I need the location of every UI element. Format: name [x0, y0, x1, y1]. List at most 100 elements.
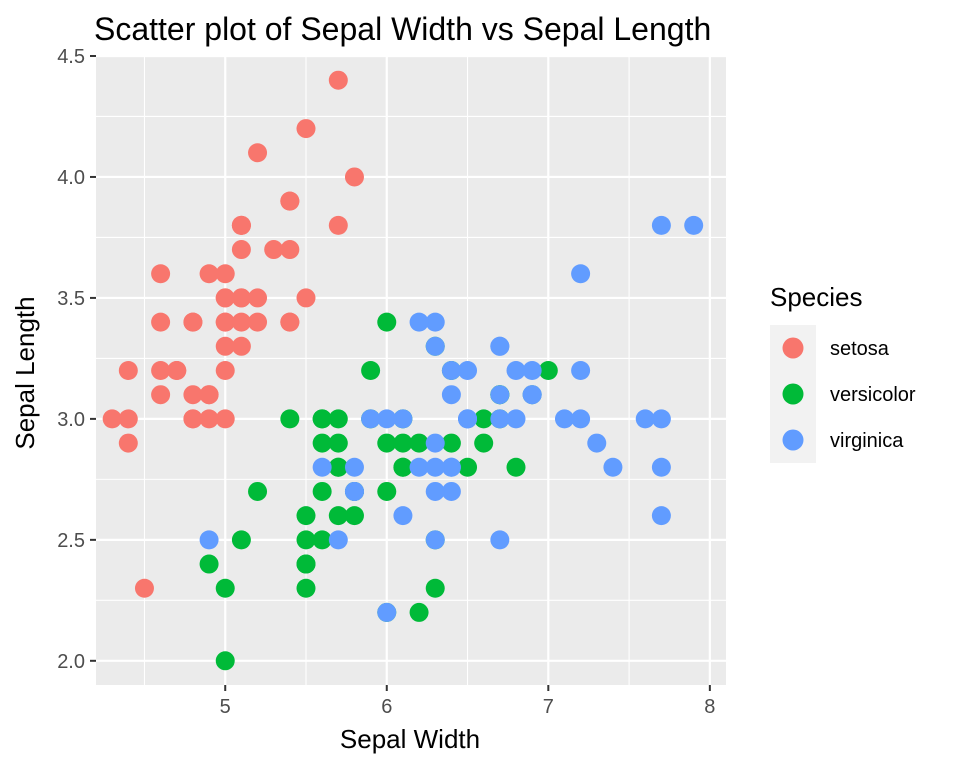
- data-point-versicolor: [538, 361, 558, 380]
- data-point-setosa: [151, 312, 171, 332]
- data-point-virginica: [425, 433, 445, 453]
- data-point-setosa: [215, 312, 235, 332]
- data-point-setosa: [248, 312, 268, 332]
- data-point-setosa: [296, 288, 316, 308]
- data-point-setosa: [296, 119, 316, 139]
- data-point-versicolor: [377, 433, 397, 453]
- data-point-virginica: [344, 481, 364, 501]
- data-point-versicolor: [231, 530, 251, 550]
- data-point-virginica: [441, 457, 461, 477]
- data-point-versicolor: [377, 312, 397, 332]
- data-point-virginica: [651, 215, 671, 235]
- data-point-virginica: [425, 312, 445, 332]
- data-point-setosa: [248, 288, 268, 308]
- data-point-virginica: [603, 457, 623, 477]
- data-point-virginica: [377, 602, 397, 622]
- y-axis: 2.0 2.5 3.0 3.5 4.0 4.5: [57, 46, 96, 673]
- data-point-virginica: [684, 215, 704, 235]
- data-point-versicolor: [409, 602, 429, 622]
- x-tick-label: 5: [220, 696, 231, 718]
- data-point-virginica: [490, 336, 510, 356]
- y-tick-label: 2.5: [57, 530, 85, 552]
- data-point-virginica: [458, 409, 478, 429]
- data-point-versicolor: [458, 457, 478, 477]
- x-axis: 5 6 7 8: [220, 685, 715, 718]
- data-point-versicolor: [312, 530, 332, 550]
- data-point-versicolor: [328, 506, 348, 526]
- major-gridlines: [96, 54, 726, 685]
- data-point-virginica: [490, 409, 510, 429]
- data-point-setosa: [199, 385, 219, 405]
- data-point-setosa: [264, 240, 284, 260]
- data-point-versicolor: [296, 530, 316, 550]
- data-point-setosa: [280, 240, 300, 260]
- data-point-virginica: [425, 530, 445, 550]
- data-point-virginica: [425, 481, 445, 501]
- data-point-versicolor: [393, 457, 413, 477]
- data-points: [102, 70, 704, 671]
- data-point-setosa: [280, 191, 300, 211]
- legend-key-setosa: [782, 337, 804, 359]
- data-point-versicolor: [312, 433, 332, 453]
- x-axis-title: Sepal Width: [340, 724, 480, 754]
- data-point-versicolor: [312, 409, 332, 429]
- minor-gridlines: [96, 56, 726, 685]
- data-point-versicolor: [328, 433, 348, 453]
- data-point-virginica: [522, 385, 542, 405]
- data-point-setosa: [215, 336, 235, 356]
- data-point-setosa: [328, 70, 348, 90]
- x-tick-label: 7: [543, 696, 554, 718]
- data-point-virginica: [393, 506, 413, 526]
- data-point-setosa: [248, 143, 268, 163]
- data-point-setosa: [215, 361, 235, 380]
- data-point-versicolor: [296, 506, 316, 526]
- data-point-setosa: [118, 433, 138, 453]
- data-point-virginica: [571, 409, 591, 429]
- data-point-setosa: [151, 264, 171, 284]
- data-point-setosa: [280, 312, 300, 332]
- data-point-setosa: [231, 288, 251, 308]
- data-point-versicolor: [474, 433, 494, 453]
- data-point-setosa: [199, 264, 219, 284]
- legend-key-versicolor: [782, 383, 804, 405]
- data-point-setosa: [102, 409, 122, 429]
- data-point-setosa: [215, 288, 235, 308]
- data-point-virginica: [361, 409, 381, 429]
- data-point-virginica: [409, 312, 429, 332]
- data-point-versicolor: [215, 651, 235, 671]
- data-point-virginica: [328, 530, 348, 550]
- x-tick-label: 8: [704, 696, 715, 718]
- data-point-versicolor: [328, 409, 348, 429]
- data-point-virginica: [377, 409, 397, 429]
- data-point-virginica: [425, 336, 445, 356]
- y-tick-label: 2.0: [57, 651, 85, 673]
- data-point-setosa: [151, 385, 171, 405]
- x-tick-label: 6: [381, 696, 392, 718]
- data-point-virginica: [490, 385, 510, 405]
- data-point-versicolor: [312, 481, 332, 501]
- data-point-versicolor: [296, 554, 316, 574]
- data-point-virginica: [312, 457, 332, 477]
- data-point-virginica: [344, 457, 364, 477]
- data-point-virginica: [571, 361, 591, 380]
- data-point-virginica: [587, 433, 607, 453]
- data-point-setosa: [183, 409, 203, 429]
- data-point-versicolor: [328, 457, 348, 477]
- data-point-setosa: [215, 264, 235, 284]
- chart-title: Scatter plot of Sepal Width vs Sepal Len…: [94, 11, 711, 47]
- data-point-virginica: [522, 361, 542, 380]
- y-tick-label: 4.5: [57, 46, 85, 68]
- y-tick-label: 3.5: [57, 288, 85, 310]
- data-point-versicolor: [199, 554, 219, 574]
- data-point-setosa: [344, 167, 364, 187]
- data-point-setosa: [231, 312, 251, 332]
- data-point-virginica: [506, 409, 526, 429]
- data-point-versicolor: [377, 481, 397, 501]
- data-point-virginica: [425, 457, 445, 477]
- legend-label-setosa: setosa: [830, 338, 890, 360]
- data-point-versicolor: [248, 481, 268, 501]
- legend-label-virginica: virginica: [830, 430, 904, 452]
- data-point-virginica: [441, 361, 461, 380]
- data-point-setosa: [183, 312, 203, 332]
- plot-panel: [96, 56, 726, 685]
